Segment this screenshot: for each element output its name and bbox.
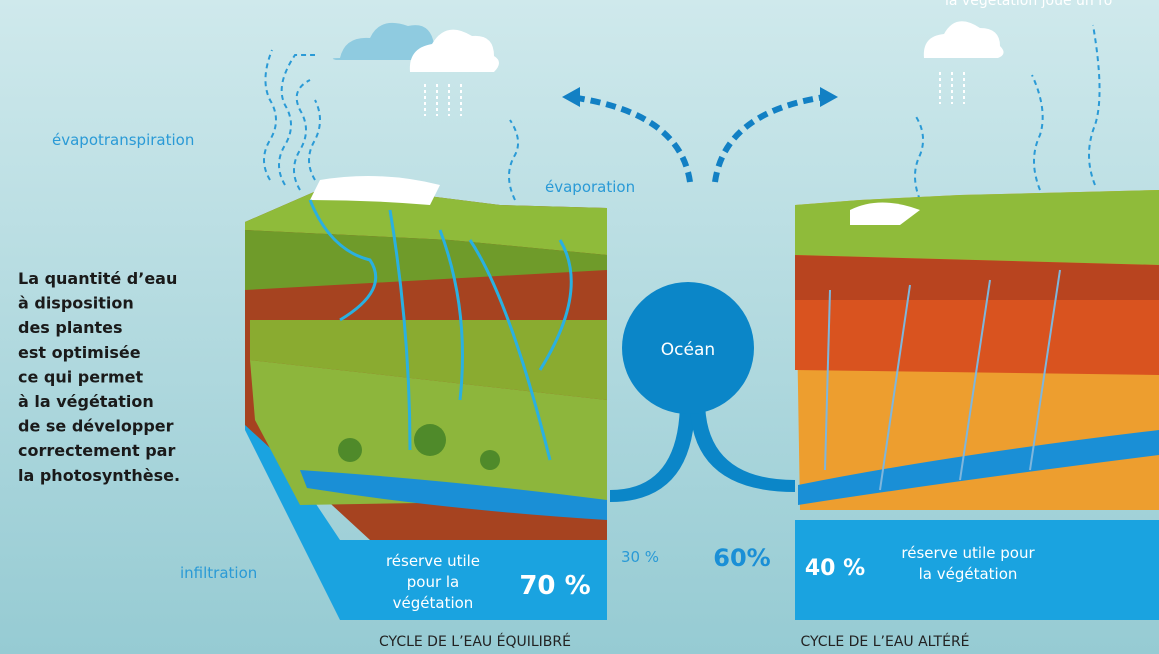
reserve-line: pour la [407, 573, 460, 591]
description-line: la photosynthèse. [18, 466, 180, 485]
balanced-reserve-text: réserve utile pour la végétation [386, 552, 480, 612]
description-line: de se développer [18, 417, 174, 436]
vapor-lines [263, 24, 1101, 201]
description-line: correctement par [18, 441, 175, 460]
arrow-left [569, 94, 693, 183]
description-line: est optimisée [18, 343, 141, 362]
description-line: La quantité d’eau [18, 269, 177, 288]
ocean-label: Océan [661, 340, 715, 360]
reserve-line: végétation [393, 594, 474, 612]
altered-caption: CYCLE DE L’EAU ALTÉRÉ [800, 633, 969, 650]
arrowhead [820, 87, 838, 107]
arrow-right [712, 94, 826, 183]
description: La quantité d’eau à disposition des plante… [18, 269, 180, 485]
altered-runoff-percent: 60% [713, 544, 770, 572]
reserve-line: réserve utile pour [901, 544, 1035, 562]
reserve-line: réserve utile [386, 552, 480, 570]
balanced-caption: CYCLE DE L’EAU ÉQUILIBRÉ [379, 633, 571, 650]
balanced-block [245, 176, 607, 620]
altered-reserve-text: réserve utile pour la végétation [901, 544, 1035, 583]
evaporation-label: évaporation [545, 178, 635, 196]
altered-reserve-percent: 40 % [805, 556, 865, 581]
balanced-runoff-percent: 30 % [621, 548, 659, 566]
clouds [332, 21, 1004, 116]
arrowhead [562, 87, 580, 107]
description-line: des plantes [18, 318, 123, 337]
description-line: à la végétation [18, 392, 154, 411]
top-caption: la végétation joue un rô [945, 0, 1112, 9]
evapotranspiration-label: évapotranspiration [52, 131, 194, 149]
infiltration-label: infiltration [180, 564, 257, 582]
description-line: ce qui permet [18, 367, 144, 386]
description-line: à disposition [18, 294, 134, 313]
reserve-line: la végétation [919, 565, 1018, 583]
ocean [610, 282, 795, 502]
balanced-reserve-percent: 70 % [519, 571, 590, 601]
altered-block [795, 190, 1159, 620]
